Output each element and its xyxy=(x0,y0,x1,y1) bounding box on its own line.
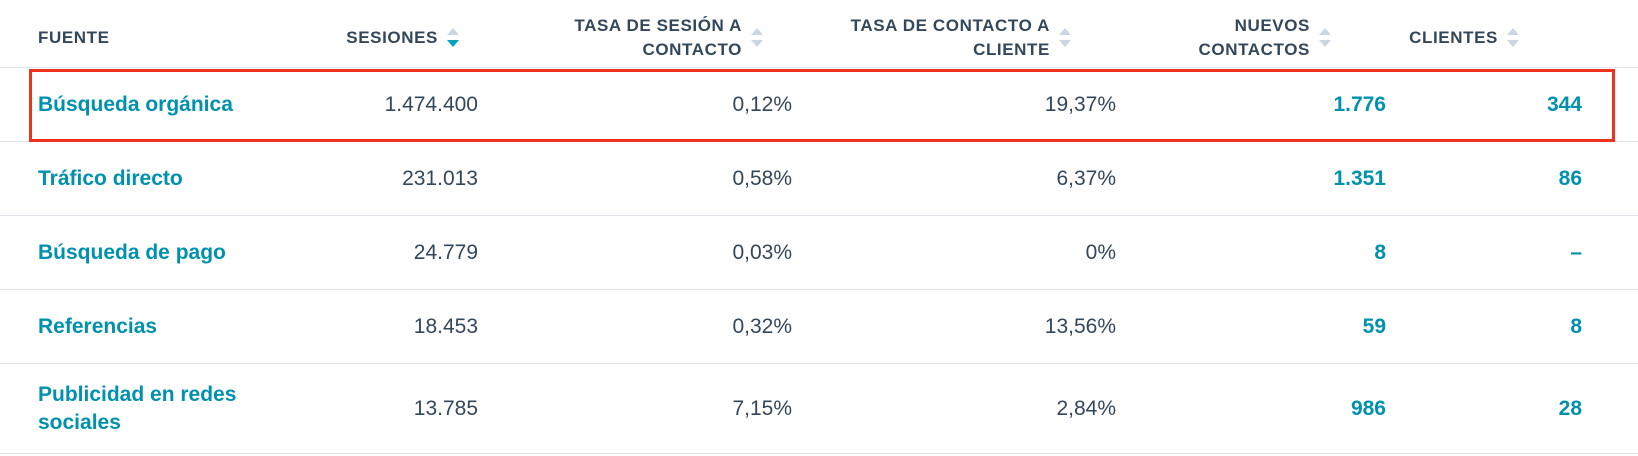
sort-icon[interactable] xyxy=(750,24,764,52)
customers-link[interactable]: – xyxy=(1570,240,1582,264)
customers-link[interactable]: 86 xyxy=(1558,166,1582,190)
sessions-value: 18.453 xyxy=(413,314,478,338)
new-contacts-link[interactable]: 59 xyxy=(1362,314,1386,338)
sort-icon[interactable] xyxy=(1058,24,1072,52)
column-header-new-contacts-line2: CONTACTOS xyxy=(1198,40,1310,59)
column-header-contact-to-customer[interactable]: TASA DE CONTACTO A CLIENTE xyxy=(800,14,1072,62)
column-header-sessions[interactable]: SESIONES xyxy=(300,14,460,62)
table-row: Búsqueda orgánica 1.474.400 0,12% 19,37%… xyxy=(0,68,1638,142)
column-header-session-to-contact-line2: CONTACTO xyxy=(642,40,742,59)
session-rate-value: 0,12% xyxy=(732,92,792,116)
sort-descending-icon[interactable] xyxy=(446,24,460,52)
new-contacts-link[interactable]: 1.776 xyxy=(1333,92,1386,116)
source-link[interactable]: Búsqueda de pago xyxy=(38,240,226,264)
sort-icon[interactable] xyxy=(1506,24,1520,52)
table-row: Tráfico directo 231.013 0,58% 6,37% 1.35… xyxy=(0,142,1638,216)
source-link[interactable]: Referencias xyxy=(38,314,158,338)
column-header-contact-to-customer-line1: TASA DE CONTACTO A xyxy=(850,16,1050,35)
session-rate-value: 0,03% xyxy=(732,240,792,264)
contact-rate-value: 13,56% xyxy=(1044,314,1116,338)
contact-rate-value: 6,37% xyxy=(1056,166,1116,190)
new-contacts-link[interactable]: 986 xyxy=(1350,396,1386,420)
customers-link[interactable]: 8 xyxy=(1570,314,1582,338)
sessions-value: 1.474.400 xyxy=(384,92,478,116)
session-rate-value: 0,32% xyxy=(732,314,792,338)
sessions-value: 24.779 xyxy=(413,240,478,264)
column-header-source: FUENTE xyxy=(38,14,238,62)
session-rate-value: 0,58% xyxy=(732,166,792,190)
column-header-customers-label: CLIENTES xyxy=(1409,28,1498,47)
column-header-sessions-label: SESIONES xyxy=(346,28,438,47)
session-rate-value: 7,15% xyxy=(732,396,792,420)
source-link[interactable]: Publicidad en redes sociales xyxy=(38,382,237,434)
sort-icon[interactable] xyxy=(1318,24,1332,52)
customers-link[interactable]: 344 xyxy=(1546,92,1582,116)
table-row: Publicidad en redes sociales 13.785 7,15… xyxy=(0,364,1638,454)
column-header-session-to-contact-line1: TASA DE SESIÓN A xyxy=(574,16,742,35)
customers-link[interactable]: 28 xyxy=(1558,396,1582,420)
column-header-session-to-contact[interactable]: TASA DE SESIÓN A CONTACTO xyxy=(540,14,764,62)
column-header-contact-to-customer-line2: CLIENTE xyxy=(973,40,1050,59)
table-header: FUENTE SESIONES TASA DE SESIÓN A CONTACT… xyxy=(0,0,1638,68)
column-header-new-contacts-line1: NUEVOS xyxy=(1234,16,1310,35)
source-link[interactable]: Tráfico directo xyxy=(38,166,183,190)
new-contacts-link[interactable]: 8 xyxy=(1374,240,1386,264)
column-header-customers[interactable]: CLIENTES xyxy=(1380,14,1520,62)
column-header-source-label: FUENTE xyxy=(38,28,110,47)
sessions-value: 231.013 xyxy=(402,166,478,190)
contact-rate-value: 0% xyxy=(1085,240,1116,264)
table-row: Búsqueda de pago 24.779 0,03% 0% 8 – xyxy=(0,216,1638,290)
new-contacts-link[interactable]: 1.351 xyxy=(1333,166,1386,190)
contact-rate-value: 19,37% xyxy=(1044,92,1116,116)
sessions-value: 13.785 xyxy=(413,396,478,420)
column-header-new-contacts[interactable]: NUEVOS CONTACTOS xyxy=(1160,14,1332,62)
contact-rate-value: 2,84% xyxy=(1056,396,1116,420)
table-row: Referencias 18.453 0,32% 13,56% 59 8 xyxy=(0,290,1638,364)
source-link[interactable]: Búsqueda orgánica xyxy=(38,92,233,116)
